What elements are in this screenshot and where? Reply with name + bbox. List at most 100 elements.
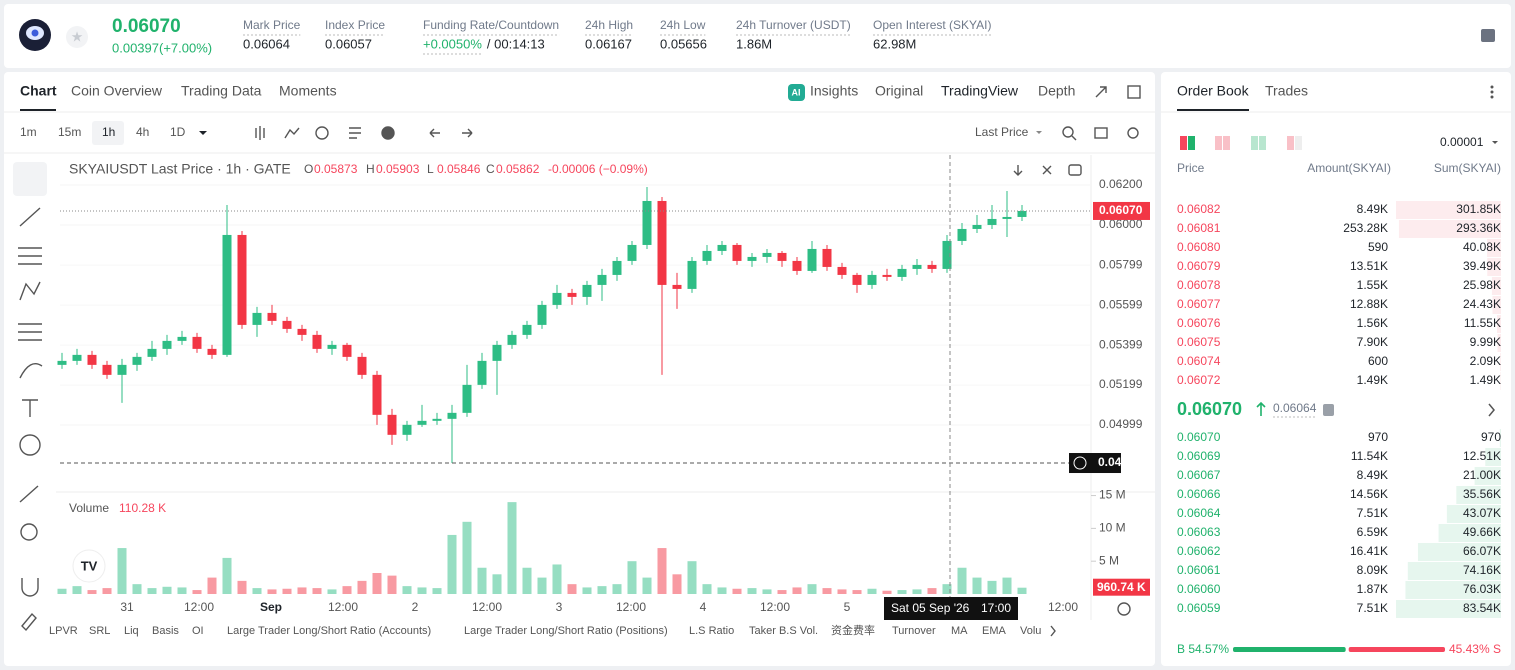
depth-bar [1407, 562, 1501, 580]
book-price[interactable]: 0.06069 [1177, 449, 1221, 463]
indicator-tab[interactable]: LPVR [49, 625, 78, 637]
interval[interactable]: 1m [20, 125, 37, 139]
price-change: 0.00397(+7.00%) [112, 40, 212, 55]
indicator-tab[interactable]: Large Trader Long/Short Ratio (Positions… [464, 625, 668, 637]
y-tick-label: 0.04999 [1099, 417, 1143, 431]
book-price[interactable]: 0.06082 [1177, 202, 1221, 216]
view-tab[interactable]: Insights [810, 83, 858, 99]
book-price[interactable]: 0.06067 [1177, 468, 1221, 482]
add-alert[interactable] [1073, 456, 1087, 470]
book-price[interactable]: 0.06062 [1177, 544, 1221, 558]
volume-bar [732, 588, 742, 594]
book-price[interactable]: 0.06060 [1177, 582, 1221, 596]
book-sum: 11.55K [1464, 316, 1501, 330]
view-tab[interactable]: Original [875, 83, 923, 99]
volume-bar [672, 574, 682, 594]
volume-bar [792, 587, 802, 594]
book-price[interactable]: 0.06061 [1177, 563, 1221, 577]
candle-body [867, 274, 877, 285]
book-price[interactable]: 0.06081 [1177, 221, 1221, 235]
y-tick-label: 0.05599 [1099, 297, 1143, 311]
book-amount: 11.54K [1351, 449, 1388, 463]
indicator-tab[interactable]: OI [192, 625, 204, 637]
indicator-tab[interactable]: Liq [124, 625, 139, 637]
volume-bar [657, 548, 667, 594]
interval[interactable]: 1h [102, 125, 115, 139]
view-tab[interactable]: Depth [1038, 83, 1075, 99]
indicator-tab[interactable]: Taker B.S Vol. [749, 625, 818, 637]
price-source[interactable]: Last Price [975, 125, 1029, 139]
indicator-tab[interactable]: 资金费率 [831, 623, 875, 637]
book-price[interactable]: 0.06070 [1177, 430, 1221, 444]
candle-body [477, 360, 487, 385]
book-tab[interactable]: Trades [1265, 83, 1308, 99]
candle-body [192, 336, 202, 349]
volume-tag [1093, 578, 1150, 596]
book-amount: 1.49K [1357, 373, 1388, 387]
candle-body [807, 248, 817, 271]
book-price[interactable]: 0.06077 [1177, 297, 1221, 311]
ohlc-value: 0.05903 [376, 162, 420, 176]
indicator-tab[interactable]: Turnover [892, 625, 936, 637]
book-price[interactable]: 0.06079 [1177, 259, 1221, 273]
candle-body [627, 244, 637, 261]
chart-tab[interactable]: Coin Overview [71, 83, 163, 99]
stat-value: 0.06057 [325, 36, 372, 51]
settings-icon[interactable] [1481, 29, 1495, 42]
chart-tab[interactable]: Chart [20, 83, 57, 99]
book-price[interactable]: 0.06063 [1177, 525, 1221, 539]
depth-bar [1456, 486, 1501, 504]
book-price[interactable]: 0.06064 [1177, 506, 1221, 520]
stat-value: 0.05656 [660, 36, 707, 51]
indicator-tab[interactable]: Large Trader Long/Short Ratio (Accounts) [227, 625, 431, 637]
depth-bar [1492, 296, 1501, 314]
view-tab[interactable]: TradingView [941, 83, 1019, 99]
tv-logo: TV [72, 549, 106, 583]
book-price[interactable]: 0.06080 [1177, 240, 1221, 254]
indicator-tab[interactable]: SRL [89, 625, 110, 637]
ohlc-value: 0.05862 [496, 162, 540, 176]
indicator-tab[interactable]: EMA [982, 625, 1007, 637]
favorite-button[interactable] [66, 26, 88, 48]
y-tick-label: 0.05199 [1099, 377, 1143, 391]
volume-bar [642, 577, 652, 594]
book-price[interactable]: 0.06072 [1177, 373, 1221, 387]
book-amount: 7.51K [1357, 506, 1388, 520]
depth-bar [1438, 524, 1501, 542]
tick-size[interactable]: 0.00001 [1440, 135, 1484, 149]
book-sum: 39.49K [1463, 259, 1501, 273]
stat-value: 0.06064 [243, 36, 290, 51]
chart-tab[interactable]: Trading Data [181, 83, 262, 99]
volume-tick-label: 5 M [1099, 553, 1119, 567]
volume-bar [462, 521, 472, 594]
low-tag [1069, 453, 1121, 474]
interval[interactable]: 4h [136, 125, 149, 139]
book-tab[interactable]: Order Book [1177, 83, 1250, 99]
sell-ratio: 45.43% S [1449, 642, 1501, 656]
book-price[interactable]: 0.06078 [1177, 278, 1221, 292]
book-price[interactable]: 0.06075 [1177, 335, 1221, 349]
candle-body [432, 418, 442, 421]
candle-body [837, 266, 847, 275]
interval[interactable]: 15m [58, 125, 81, 139]
last-price: 0.06070 [112, 16, 181, 37]
ohlc-key: C [486, 162, 495, 176]
indicator-tab[interactable]: Basis [152, 625, 179, 637]
book-price[interactable]: 0.06076 [1177, 316, 1221, 330]
book-price[interactable]: 0.06074 [1177, 354, 1221, 368]
stat-label: Funding Rate/Countdown [423, 18, 559, 32]
interval[interactable]: 1D [170, 125, 186, 139]
volume-bar [132, 584, 142, 594]
candle-body [897, 268, 907, 277]
ohlc-value: 0.05846 [437, 162, 481, 176]
indicator-tab[interactable]: L.S Ratio [689, 625, 734, 637]
book-price[interactable]: 0.06066 [1177, 487, 1221, 501]
book-price[interactable]: 0.06059 [1177, 601, 1221, 615]
volume-bar [447, 534, 457, 594]
chart-tab[interactable]: Moments [279, 83, 337, 99]
volume-tag-label: 960.74 K [1097, 580, 1146, 594]
indicator-tab[interactable]: Volu [1020, 625, 1041, 637]
stat-value: 1.86M [736, 36, 772, 51]
indicator-tab[interactable]: MA [951, 625, 968, 637]
candle-body [207, 348, 217, 355]
